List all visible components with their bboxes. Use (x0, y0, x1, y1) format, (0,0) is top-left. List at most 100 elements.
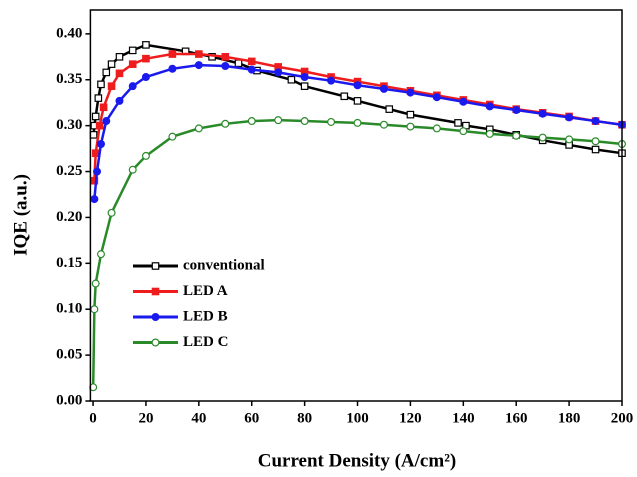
data-point (115, 69, 124, 78)
data-point (141, 73, 150, 82)
data-point (432, 124, 441, 133)
legend-label: LED B (183, 308, 228, 324)
data-point (247, 117, 256, 126)
data-point (102, 117, 111, 126)
data-point (107, 60, 116, 68)
data-point (97, 80, 105, 89)
data-point (565, 113, 574, 122)
data-point (379, 120, 388, 129)
data-point (128, 82, 137, 91)
y-tick-label: 0.05 (56, 347, 82, 363)
data-point (406, 110, 415, 119)
legend-marker (151, 287, 160, 296)
data-point (247, 57, 256, 66)
data-point (454, 119, 462, 127)
data-point (287, 75, 296, 84)
data-point (327, 117, 336, 126)
series-line (91, 118, 623, 388)
x-tick-label: 60 (244, 410, 259, 426)
plot-frame (89, 9, 623, 402)
data-point (128, 60, 137, 68)
x-tick-label: 160 (505, 410, 528, 426)
y-tick-label: 0.25 (56, 163, 82, 179)
data-point (107, 82, 116, 90)
data-point (485, 129, 494, 138)
data-point (194, 61, 203, 70)
data-point (115, 53, 124, 61)
data-point (128, 165, 137, 174)
data-point (221, 119, 230, 128)
x-tick-label: 0 (89, 410, 97, 426)
series-line (92, 43, 623, 155)
data-point (385, 105, 394, 113)
data-point (142, 41, 150, 49)
data-point (274, 116, 283, 125)
x-tick-label: 180 (558, 410, 581, 426)
y-tick-label: 0.00 (56, 392, 82, 408)
x-tick-label: 20 (138, 410, 153, 426)
data-point (485, 102, 494, 111)
data-point (102, 68, 111, 77)
data-point (353, 118, 362, 127)
x-tick-label: 40 (191, 410, 206, 426)
data-point (432, 93, 441, 102)
data-point (565, 135, 574, 144)
data-point (142, 54, 150, 63)
data-point (91, 279, 100, 288)
data-point (221, 61, 230, 70)
legend-label: conventional (183, 257, 265, 273)
data-point (91, 149, 100, 157)
data-point (234, 59, 243, 68)
x-tick-label: 200 (611, 410, 634, 426)
data-point (96, 140, 105, 149)
data-point (327, 76, 336, 85)
data-point (90, 195, 99, 204)
y-axis-title: IQE (a.u.) (10, 174, 31, 256)
y-tick-label: 0.40 (56, 25, 82, 41)
x-tick-label: 140 (452, 410, 475, 426)
legend-label: LED C (183, 334, 228, 350)
data-point (591, 117, 600, 126)
y-tick-label: 0.35 (56, 71, 82, 87)
legend-label: LED A (183, 283, 228, 299)
data-point (95, 121, 104, 130)
data-point (538, 133, 547, 142)
y-tick-label: 0.15 (56, 255, 82, 271)
data-point (194, 124, 203, 133)
data-point (168, 132, 177, 141)
data-point (221, 53, 230, 61)
legend-marker (151, 338, 160, 347)
data-point (300, 82, 309, 90)
x-tick-label: 80 (297, 410, 312, 426)
data-point (89, 131, 98, 139)
y-tick-label: 0.10 (56, 301, 82, 317)
data-point (591, 137, 600, 146)
data-point (512, 106, 521, 115)
data-point (96, 250, 105, 259)
legend-marker (151, 313, 160, 322)
data-point (591, 145, 600, 154)
data-point (406, 88, 415, 97)
data-point (90, 176, 99, 185)
data-point (512, 131, 521, 140)
data-point (340, 92, 349, 101)
data-point (128, 46, 137, 55)
y-tick-label: 0.20 (56, 209, 82, 225)
y-tick-label: 0.30 (56, 117, 82, 133)
data-point (195, 50, 203, 58)
x-tick-label: 120 (399, 410, 422, 426)
data-point (93, 167, 102, 176)
data-point (353, 81, 362, 90)
data-point (459, 97, 468, 106)
data-point (91, 112, 100, 121)
data-point (300, 117, 309, 126)
data-point (90, 305, 99, 314)
x-axis-title: Current Density (A/cm²) (258, 450, 456, 471)
data-point (406, 122, 415, 131)
data-point (168, 50, 177, 58)
legend-marker (151, 262, 160, 270)
data-point (94, 94, 103, 102)
data-point (274, 68, 283, 77)
data-point (459, 127, 468, 136)
